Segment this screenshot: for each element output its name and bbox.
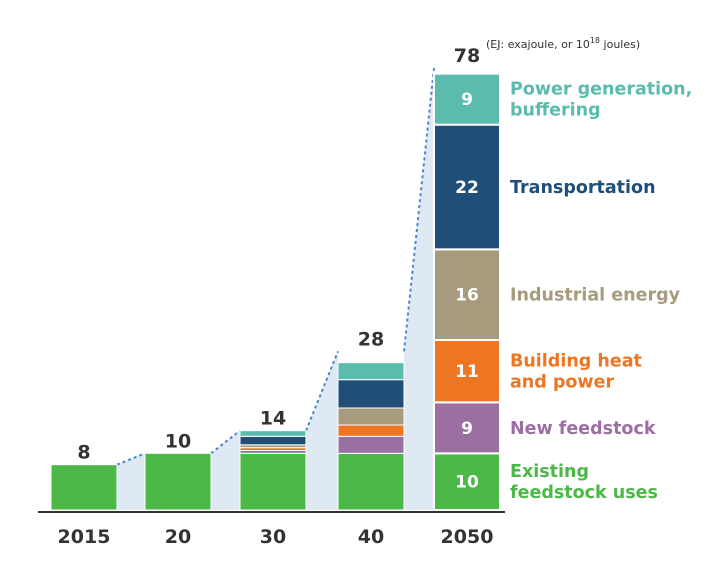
legend-label: New feedstock bbox=[510, 419, 656, 439]
legend-label: Transportation bbox=[510, 178, 656, 198]
bar-segment bbox=[337, 407, 405, 426]
connector-area bbox=[404, 68, 434, 510]
bar-segment bbox=[144, 452, 212, 511]
bar-segment bbox=[50, 464, 118, 511]
legend-label: Power generation, buffering bbox=[510, 80, 692, 121]
bar-segment bbox=[337, 435, 405, 454]
x-tick-label: 20 bbox=[165, 526, 191, 548]
legend-layer: Existing feedstock uses New feedstock Build… bbox=[510, 80, 692, 503]
bar-segment bbox=[239, 435, 307, 446]
legend-label: Existing feedstock uses bbox=[510, 462, 658, 503]
segment-value-label: 11 bbox=[455, 362, 479, 382]
connector-line bbox=[210, 429, 241, 455]
connector-area bbox=[306, 351, 338, 510]
bar-total-label: 14 bbox=[260, 408, 286, 430]
bar-segment bbox=[337, 379, 405, 409]
x-tick-label: 2050 bbox=[441, 526, 494, 548]
bar-segment bbox=[337, 362, 405, 381]
bar-segment bbox=[239, 452, 307, 511]
connector-line bbox=[116, 452, 146, 466]
segment-value-label: 10 bbox=[455, 473, 479, 493]
connector-line bbox=[305, 350, 339, 432]
segment-value-label: 22 bbox=[455, 178, 479, 198]
bar-segment bbox=[433, 72, 501, 126]
bar-segment bbox=[337, 424, 405, 437]
bar-total-label: 8 bbox=[77, 442, 90, 464]
connector-area bbox=[117, 453, 145, 510]
x-tick-layer: 2015 20 30 40 2050 bbox=[38, 511, 505, 548]
segment-value-label: 9 bbox=[461, 419, 473, 439]
legend-label: Building heat and power bbox=[510, 352, 642, 393]
legend-label: Industrial energy bbox=[510, 286, 681, 306]
segment-value-label: 9 bbox=[461, 90, 473, 110]
x-tick-label: 40 bbox=[358, 526, 384, 548]
bar-total-label: 10 bbox=[165, 430, 191, 452]
unit-note: (EJ: exajoule, or 1018 joules) bbox=[486, 36, 640, 51]
bar-segment bbox=[433, 401, 501, 455]
bar-total-label: 78 bbox=[454, 45, 480, 67]
bar-segment bbox=[433, 248, 501, 341]
bar-segment bbox=[433, 123, 501, 251]
connector-area bbox=[211, 430, 240, 510]
bar-segment bbox=[239, 430, 307, 437]
bars-layer: 10 9 11 16 22 9 bbox=[50, 72, 501, 512]
segment-value-label: 16 bbox=[455, 286, 479, 306]
totals-layer: 8 10 14 28 78 bbox=[77, 45, 480, 464]
bar-total-label: 28 bbox=[358, 328, 384, 350]
connector-layer bbox=[116, 67, 435, 510]
x-tick-label: 2015 bbox=[58, 526, 111, 548]
x-tick-label: 30 bbox=[260, 526, 286, 548]
bar-segment bbox=[337, 452, 405, 511]
bar-segment bbox=[433, 452, 501, 512]
